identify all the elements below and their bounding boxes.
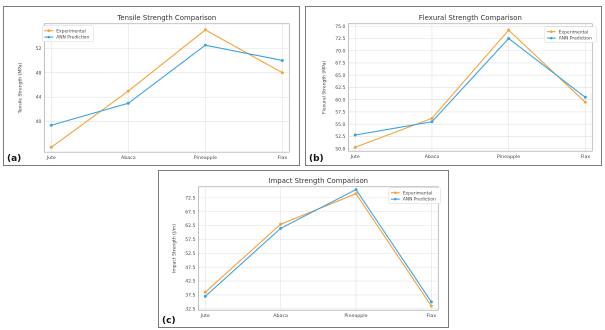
impact-legend-label-1: ANN Prediction xyxy=(403,197,436,203)
panel-label-b: (b) xyxy=(308,154,325,164)
tensile-legend-label-1: ANN Prediction xyxy=(56,35,89,41)
flexural-series-1-point-0 xyxy=(353,133,357,137)
impact-ytick-label-3: 47.5 xyxy=(185,265,195,271)
tensile-series-0-point-1 xyxy=(126,89,130,93)
impact-ytick-label-1: 37.5 xyxy=(185,293,195,299)
flexural-legend-box xyxy=(544,26,597,43)
tensile-series-1-point-0 xyxy=(49,123,53,127)
flexural-ytick-label-3: 57.5 xyxy=(335,110,345,116)
flexural-ytick-label-9: 72.5 xyxy=(335,36,345,42)
tensile-ytick-label-2: 48 xyxy=(36,70,42,76)
flexural-series-0-point-1 xyxy=(430,116,434,120)
flexural-ytick-label-7: 67.5 xyxy=(335,61,345,67)
flexural-series-1-point-1 xyxy=(430,120,434,124)
impact-ytick-label-2: 42.5 xyxy=(185,279,195,285)
impact-ytick-label-0: 32.5 xyxy=(185,306,195,312)
tensile-series-1-point-1 xyxy=(126,101,130,105)
tensile-legend-marker-0 xyxy=(47,29,51,32)
tensile-series-1-point-3 xyxy=(280,58,284,62)
impact-series-1-point-2 xyxy=(354,188,358,192)
tensile-xtick-label-1: Abaca xyxy=(121,155,136,161)
tensile-series-0-point-2 xyxy=(203,28,207,32)
tensile-ytick-label-1: 44 xyxy=(36,95,42,101)
tensile-ytick-label-3: 52 xyxy=(36,46,42,52)
flexural-xtick-label-2: Pineapple xyxy=(497,154,520,160)
tensile-xtick-label-0: Jute xyxy=(46,155,56,161)
tensile-xtick-label-2: Pineapple xyxy=(194,155,217,161)
flexural-ytick-label-4: 60.0 xyxy=(335,97,345,103)
flexural-ytick-label-0: 50.0 xyxy=(335,146,345,152)
tensile-xtick-label-3: Flax xyxy=(277,155,287,161)
impact-xtick-label-3: Flax xyxy=(426,313,436,319)
tensile-legend-marker-1 xyxy=(47,35,51,39)
flexural-legend-marker-0 xyxy=(549,30,553,33)
tensile-plot-frame xyxy=(44,23,290,153)
flexural-ytick-label-5: 62.5 xyxy=(335,85,345,91)
impact-y-axis-label: Impact Strength (J/m) xyxy=(172,224,178,273)
impact-xtick-label-0: Jute xyxy=(200,313,210,319)
impact-legend-box xyxy=(388,187,441,204)
flexural-xtick-label-0: Jute xyxy=(350,154,360,160)
flexural-ytick-label-8: 70.0 xyxy=(335,48,345,54)
panel-label-c: (c) xyxy=(161,316,177,326)
impact-series-1-point-1 xyxy=(279,226,283,230)
impact-series-0-point-1 xyxy=(279,222,283,226)
tensile-chart-title: Tensile Strength Comparison xyxy=(116,14,216,22)
flexural-series-line-0 xyxy=(355,29,586,148)
flexural-ytick-label-10: 75.0 xyxy=(335,24,345,30)
flexural-ytick-label-1: 52.5 xyxy=(335,134,345,140)
flexural-legend-marker-1 xyxy=(549,36,553,40)
flexural-legend-label-0: Experimental xyxy=(559,29,589,35)
tensile-legend-box xyxy=(42,25,94,42)
impact-xtick-label-1: Abaca xyxy=(273,313,288,319)
flexural-series-1-point-2 xyxy=(507,37,511,40)
impact-ytick-label-6: 62.5 xyxy=(185,223,195,229)
panel-label-a: (a) xyxy=(6,154,23,164)
impact-series-0-point-2 xyxy=(354,192,358,196)
chart-panel-tensile: 40 44 48 52 Jute Abaca Pineapple Flax Tensile St… xyxy=(3,6,300,166)
impact-ytick-label-8: 72.5 xyxy=(185,195,195,201)
tensile-series-line-0 xyxy=(50,29,283,148)
impact-series-1-point-3 xyxy=(429,300,433,304)
impact-series-0-point-0 xyxy=(203,290,207,294)
impact-plot-frame xyxy=(198,186,439,311)
flexural-series-1-point-3 xyxy=(583,95,587,99)
flexural-chart-title: Flexural Strength Comparison xyxy=(419,14,522,22)
impact-legend-marker-1 xyxy=(394,197,397,201)
impact-ytick-label-7: 67.5 xyxy=(185,209,195,215)
impact-ytick-label-4: 52.5 xyxy=(185,251,195,257)
flexural-series-0-point-2 xyxy=(507,28,511,32)
impact-series-0-point-3 xyxy=(429,304,433,308)
impact-xtick-label-2: Pineapple xyxy=(344,313,367,319)
tensile-series-0-point-0 xyxy=(49,145,53,149)
flexural-ytick-label-6: 65.0 xyxy=(335,73,345,79)
impact-legend-label-0: Experimental xyxy=(403,190,433,196)
impact-chart-title: Impact Strength Comparison xyxy=(269,177,369,185)
flexural-ytick-label-2: 55.0 xyxy=(335,122,345,128)
chart-panel-impact: 32.5 37.5 42.5 47.5 52.5 57.5 62.5 67.5 72.5 Jute… xyxy=(158,170,449,328)
impact-series-line-1 xyxy=(204,188,432,303)
impact-legend-marker-0 xyxy=(394,191,397,195)
flexural-xtick-label-1: Abaca xyxy=(425,154,440,160)
flexural-chart-svg: 50.0 52.5 55.0 57.5 60.0 62.5 65.0 67.5 70.0 72.5… xyxy=(322,14,597,160)
tensile-ytick-label-0: 40 xyxy=(36,119,42,125)
flexural-y-axis-label: Flexural Strength (MPa) xyxy=(322,61,328,114)
flexural-series-0-point-0 xyxy=(353,145,357,149)
impact-series-line-0 xyxy=(204,193,432,307)
tensile-legend-label-0: Experimental xyxy=(56,28,86,34)
tensile-series-0-point-3 xyxy=(280,71,284,75)
chart-panel-flexural: 50.0 52.5 55.0 57.5 60.0 62.5 65.0 67.5 70.0 72.5… xyxy=(305,6,602,166)
tensile-series-line-1 xyxy=(51,44,283,126)
impact-chart-svg: 32.5 37.5 42.5 47.5 52.5 57.5 62.5 67.5 72.5 Jute… xyxy=(172,177,441,319)
tensile-chart-svg: 40 44 48 52 Jute Abaca Pineapple Flax Tensile St… xyxy=(18,14,290,161)
flexural-series-0-point-3 xyxy=(583,100,587,104)
impact-series-1-point-0 xyxy=(203,294,207,298)
flexural-series-line-1 xyxy=(355,37,586,136)
impact-ytick-label-5: 57.5 xyxy=(185,237,195,243)
tensile-y-axis-label: Tensile Strength (MPa) xyxy=(18,62,24,114)
flexural-legend-label-1: ANN Prediction xyxy=(559,36,592,42)
flexural-plot-frame xyxy=(348,23,593,152)
tensile-series-1-point-2 xyxy=(203,43,207,47)
flexural-xtick-label-3: Flax xyxy=(580,154,590,160)
